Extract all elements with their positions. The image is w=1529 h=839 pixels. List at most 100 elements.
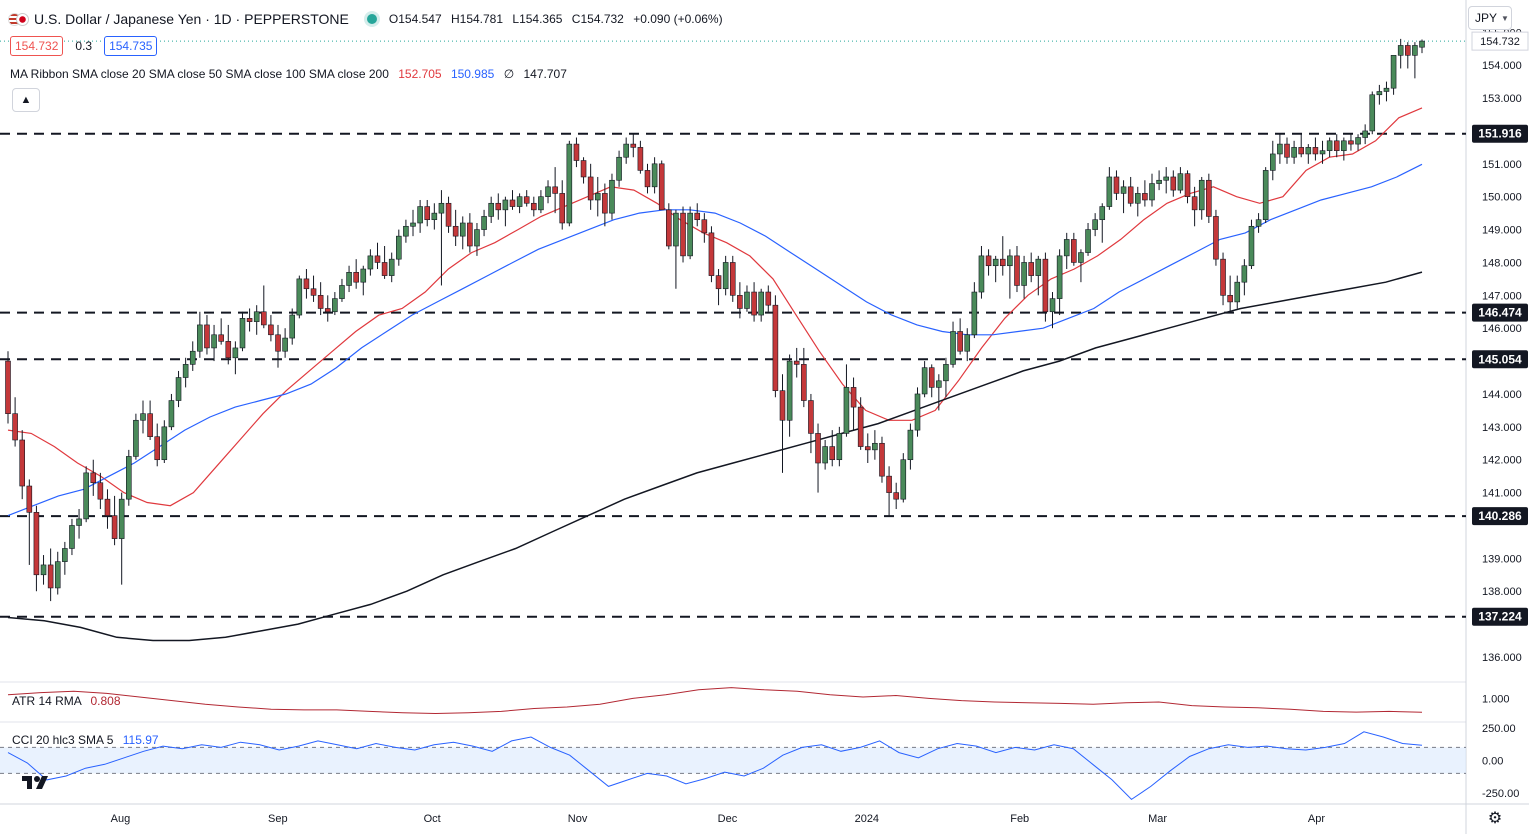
candle-body	[1021, 262, 1027, 286]
candle-body	[204, 324, 210, 349]
buy-button[interactable]: 154.735	[104, 36, 158, 56]
candle-body	[1355, 137, 1361, 145]
candle-body	[680, 212, 686, 257]
candle-body	[1085, 229, 1091, 253]
candle-body	[62, 548, 68, 562]
candle-body	[1028, 262, 1034, 276]
cci-legend[interactable]: CCI 20 hlc3 SMA 5 115.97	[12, 733, 159, 747]
candle-body	[1042, 258, 1049, 313]
candle-body	[133, 419, 139, 457]
candle-body	[168, 400, 175, 428]
chevron-down-icon: ▼	[1501, 13, 1509, 23]
level-tag	[1472, 350, 1528, 369]
price-tick-label: 136.000	[1482, 652, 1522, 664]
candle-body	[573, 143, 580, 161]
time-tick-label: Nov	[568, 813, 588, 825]
candle-body	[332, 298, 338, 313]
price-tick-label: 154.000	[1482, 60, 1522, 72]
atr-label: ATR 14 RMA	[12, 694, 82, 708]
gear-icon[interactable]: ⚙	[1487, 810, 1503, 827]
level-label: 146.474	[1478, 306, 1522, 320]
candle-body	[126, 456, 132, 500]
candle-body	[303, 278, 310, 290]
candle-body	[857, 406, 864, 447]
currency-select[interactable]: JPY ▼	[1468, 6, 1512, 30]
usd-jpy-flag-icon	[8, 12, 29, 26]
candle-body	[872, 442, 878, 451]
candle-body	[289, 314, 296, 339]
time-tick-label: Feb	[1010, 813, 1029, 825]
ma-ribbon-legend[interactable]: MA Ribbon SMA close 20 SMA close 50 SMA …	[10, 67, 567, 81]
candle-body	[1092, 219, 1098, 230]
candle-body	[1170, 176, 1177, 191]
candle-body	[431, 212, 438, 221]
candle-body	[47, 564, 54, 589]
price-tick-label: 142.000	[1482, 455, 1522, 467]
candle-body	[587, 176, 594, 201]
candle-body	[1390, 55, 1397, 89]
collapse-legend-button[interactable]: ▲	[12, 88, 40, 112]
candle-body	[175, 377, 182, 401]
price-tick-label: 146.000	[1482, 323, 1522, 335]
candle-body	[417, 206, 423, 224]
level-tag	[1472, 303, 1528, 322]
cci-tick-label: 250.00	[1482, 723, 1516, 735]
price-tick-label: 144.000	[1482, 389, 1522, 401]
candle-body	[5, 360, 11, 414]
candle-body	[1134, 193, 1141, 204]
candle-body	[261, 311, 267, 326]
price-tick-label: 139.000	[1482, 553, 1522, 565]
candle-body	[310, 288, 317, 296]
candle-body	[637, 147, 644, 171]
candle-body	[1227, 295, 1233, 303]
candle-body	[1248, 225, 1255, 267]
symbol-title[interactable]: U.S. Dollar / Japanese Yen · 1D · PEPPER…	[34, 11, 349, 27]
sma200-value: 147.707	[523, 67, 567, 81]
candle-body	[836, 433, 843, 461]
price-tick-label: 138.000	[1482, 586, 1522, 598]
candle-body	[1213, 216, 1219, 260]
candle-body	[1369, 94, 1376, 132]
candle-body	[673, 212, 679, 247]
candle-body	[815, 433, 821, 464]
level-label: 151.916	[1478, 127, 1522, 141]
candle-body	[474, 229, 480, 247]
candle-body	[921, 367, 928, 395]
level-tag	[1472, 607, 1528, 626]
candle-body	[502, 199, 509, 211]
candle-body	[467, 222, 473, 247]
candle-body	[1142, 193, 1148, 201]
candle-body	[1348, 140, 1354, 145]
candle-body	[900, 459, 907, 500]
candle-body	[1120, 186, 1127, 194]
candle-body	[76, 518, 82, 526]
candle-body	[90, 472, 97, 484]
candle-body	[516, 196, 523, 207]
candle-body	[893, 492, 899, 500]
candle-body	[1397, 45, 1404, 56]
candlesticks	[5, 38, 1425, 602]
price-tick-label: 147.000	[1482, 290, 1522, 302]
candle-body	[282, 337, 288, 352]
candle-body	[829, 446, 836, 461]
candle-body	[957, 331, 963, 352]
time-tick-label: Oct	[424, 813, 441, 825]
atr-line	[7, 687, 1423, 715]
candle-body	[459, 222, 466, 237]
candle-body	[1405, 45, 1411, 56]
candle-body	[779, 390, 786, 421]
level-label: 140.286	[1478, 509, 1522, 523]
ma-line-sma20	[7, 107, 1423, 507]
candle-body	[1191, 196, 1198, 211]
quote-panel: 154.732 0.3 154.735	[10, 36, 158, 56]
candle-body	[1269, 153, 1276, 171]
candle-body	[324, 308, 331, 313]
level-label: 137.224	[1478, 610, 1522, 624]
candle-body	[495, 202, 502, 211]
sell-button[interactable]: 154.732	[10, 36, 64, 56]
candle-body	[808, 400, 814, 434]
candle-body	[161, 426, 168, 461]
atr-legend[interactable]: ATR 14 RMA 0.808	[12, 694, 121, 708]
